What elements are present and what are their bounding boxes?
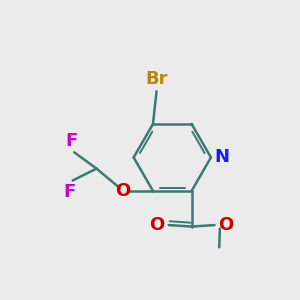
Text: O: O <box>149 216 164 234</box>
Text: N: N <box>215 148 230 166</box>
Text: O: O <box>116 182 131 200</box>
Text: F: F <box>66 132 78 150</box>
Text: O: O <box>218 216 234 234</box>
Text: Br: Br <box>145 70 168 88</box>
Text: F: F <box>64 183 76 201</box>
